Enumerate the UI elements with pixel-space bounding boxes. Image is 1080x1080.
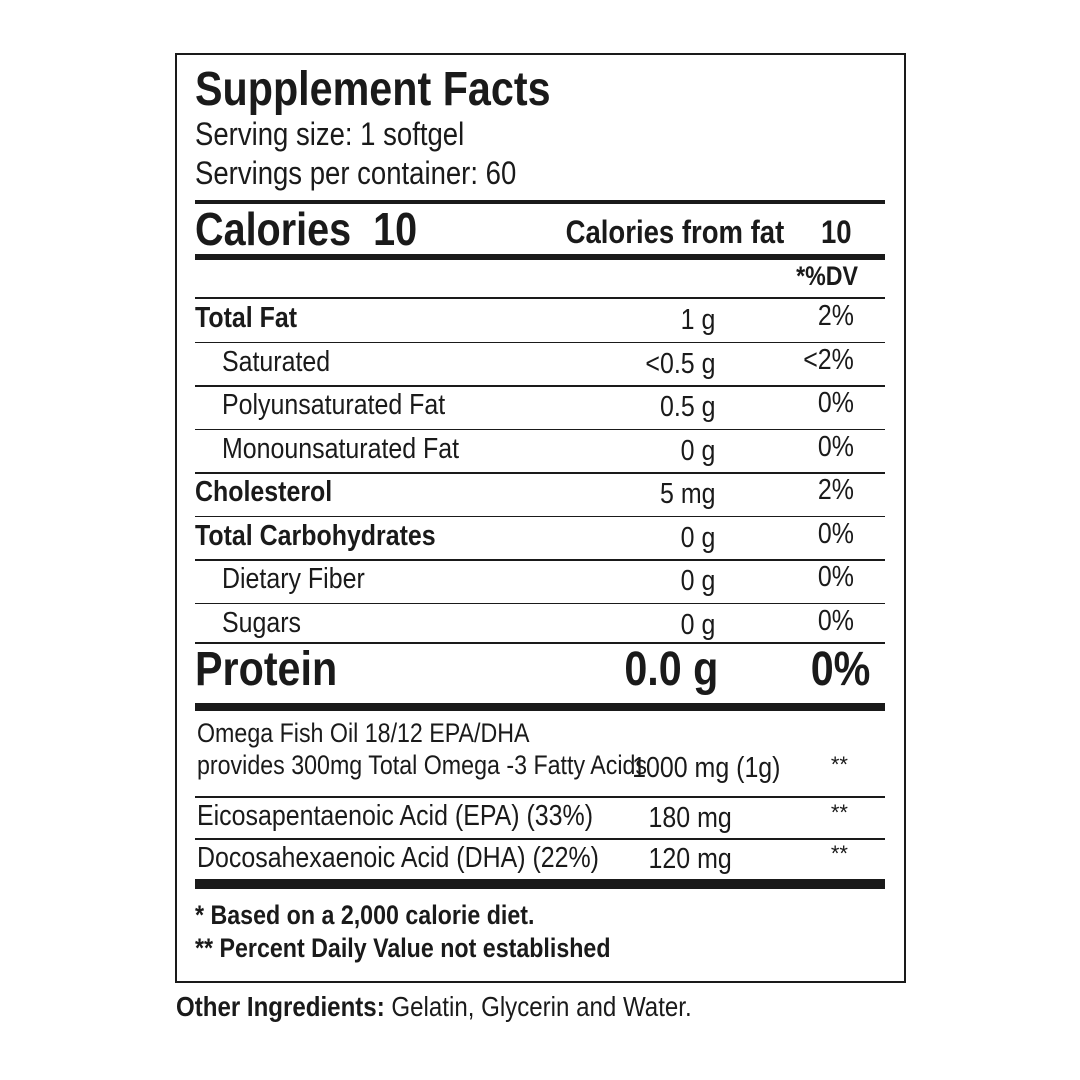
nutrient-dv: 2% [817,300,854,332]
divider [195,200,885,204]
divider [195,703,885,711]
supplement-name: provides 300mg Total Omega -3 Fatty Acid… [197,750,648,780]
divider [195,879,885,889]
nutrient-name: Total Fat [195,302,298,334]
nutrient-dv: 2% [817,474,854,506]
nutrient-dv: <2% [803,343,854,376]
nutrient-name: Cholesterol [195,476,333,508]
nutrient-dv: 0% [817,387,854,419]
divider [195,642,885,644]
supplement-amount: 180 mg [648,802,732,834]
nutrient-amount: <0.5 g [644,347,715,380]
divider [195,515,885,517]
nutrient-amount: 0 g [680,521,715,554]
nutrient-dv: 0% [817,561,854,593]
supplement-facts-panel [175,53,906,983]
divider [195,341,885,343]
nutrient-amount: 0 g [680,565,715,597]
servings-per-container: Servings per container: 60 [195,155,517,191]
nutrient-name: Polyunsaturated Fat [222,389,446,421]
calories-from-fat-value: 10 [821,214,852,250]
protein-dv: 0% [810,643,870,696]
calories-from-fat-label: Calories from fat [565,214,784,250]
supplement-name: Eicosapentaenoic Acid (EPA) (33%) [197,800,594,832]
nutrient-amount: 0 g [680,434,715,467]
nutrient-name: Dietary Fiber [222,563,365,595]
nutrient-amount: 0 g [680,608,715,641]
supplement-name: Docosahexaenoic Acid (DHA) (22%) [197,842,599,874]
other-ingredients: Other Ingredients: Gelatin, Glycerin and… [176,991,692,1022]
nutrient-dv: 0% [817,430,854,463]
nutrient-amount: 5 mg [659,478,715,510]
footnote: * Based on a 2,000 calorie diet. [195,900,535,930]
nutrient-dv: 0% [817,517,854,550]
protein-amount: 0.0 g [623,643,718,696]
divider [195,796,885,798]
dv-header: *%DV [796,261,858,291]
footnote: ** Percent Daily Value not established [195,933,611,963]
divider [195,559,885,561]
supplement-amount: 120 mg [648,843,732,875]
divider [195,297,885,299]
nutrient-amount: 0.5 g [659,391,715,423]
divider [195,472,885,474]
divider [195,254,885,260]
nutrient-dv: 0% [817,604,854,637]
supplement-dv: ** [830,800,848,825]
nutrient-name: Total Carbohydrates [195,519,436,552]
calories-label: Calories 10 [195,203,418,255]
panel-title: Supplement Facts [195,63,551,116]
nutrient-name: Sugars [222,606,302,639]
divider [195,838,885,840]
supplement-name: Omega Fish Oil 18/12 EPA/DHA [197,718,530,748]
nutrient-name: Monounsaturated Fat [222,432,460,465]
protein-label: Protein [195,643,338,696]
supplement-dv: ** [830,841,848,866]
divider [195,602,885,604]
divider [195,385,885,387]
nutrient-name: Saturated [222,345,331,378]
divider [195,428,885,430]
serving-size: Serving size: 1 softgel [195,116,465,152]
nutrient-amount: 1 g [680,304,715,336]
supplement-dv: ** [830,752,848,777]
supplement-amount: 1000 mg (1g) [631,752,780,784]
